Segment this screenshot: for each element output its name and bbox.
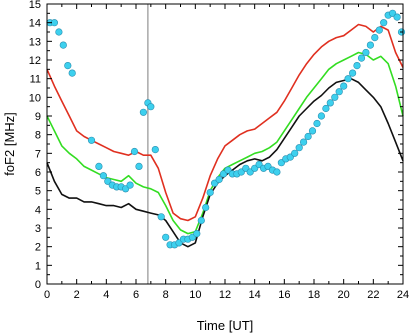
scatter-point	[215, 175, 223, 184]
y-tick-label: 5	[35, 186, 41, 198]
scatter-point	[362, 48, 370, 57]
scatter-point	[344, 75, 352, 83]
scatter-point	[304, 132, 312, 141]
y-tick-label: 12	[29, 55, 41, 67]
y-tick-label: 11	[30, 74, 41, 86]
scatter-point	[375, 26, 383, 34]
scatter-point	[206, 188, 214, 197]
scatter-point	[59, 41, 67, 49]
x-tick-label: 0	[44, 289, 50, 301]
scatter-point	[151, 146, 159, 154]
x-tick-label: 18	[308, 289, 320, 301]
y-tick-label: 8	[35, 130, 41, 142]
scatter-point	[295, 144, 303, 152]
y-tick-label: 2	[35, 242, 41, 254]
scatter-point	[357, 54, 366, 62]
x-tick-label: 10	[189, 289, 201, 301]
scatter-point	[273, 168, 281, 176]
plot-layer	[46, 4, 406, 284]
scatter-point	[326, 99, 334, 107]
scatter-point	[139, 108, 147, 116]
scatter-point	[322, 104, 330, 113]
x-tick-label: 16	[278, 289, 290, 301]
scatter-point	[366, 41, 375, 49]
y-tick-label: 7	[35, 148, 41, 160]
x-tick-label: 20	[338, 289, 350, 301]
scatter-point	[371, 33, 379, 42]
x-tick-label: 22	[367, 289, 379, 301]
scatter-point	[291, 149, 299, 157]
x-axis-title: Time [UT]	[197, 318, 254, 333]
y-tick-label: 10	[29, 92, 41, 104]
scatter-point	[55, 28, 63, 36]
scatter-point	[313, 119, 321, 128]
y-tick-label: 0	[35, 279, 41, 291]
x-tick-label: 4	[103, 289, 109, 301]
scatter-point	[130, 147, 139, 156]
scatter-point	[335, 88, 343, 96]
scatter-point	[68, 69, 76, 77]
y-tick-label: 1	[35, 260, 41, 272]
y-tick-label: 4	[35, 204, 41, 216]
scatter-point	[340, 82, 348, 90]
scatter-point	[380, 19, 388, 27]
scatter-point	[300, 138, 308, 146]
y-tick-label: 6	[35, 167, 41, 179]
scatter-point	[87, 136, 96, 144]
scatter-point	[99, 172, 107, 180]
x-tick-label: 24	[397, 289, 409, 301]
x-tick-label: 6	[133, 289, 139, 301]
series-line-0	[46, 23, 404, 222]
scatter-point	[308, 127, 317, 135]
scatter-point	[157, 213, 165, 221]
scatter-point	[349, 69, 357, 77]
y-tick-label: 9	[35, 111, 41, 123]
x-tick-label: 8	[163, 289, 169, 301]
series-line-2	[46, 77, 404, 248]
y-tick-label: 15	[29, 0, 41, 11]
scatter-point	[353, 61, 361, 70]
y-axis-title: foF2 [MHz]	[2, 112, 17, 176]
scatter-point	[95, 162, 103, 170]
scatter-point	[202, 203, 210, 212]
y-tick-label: 3	[35, 223, 41, 235]
x-tick-label: 14	[249, 289, 261, 301]
scatter-point	[317, 112, 326, 120]
x-tick-label: 12	[219, 289, 231, 301]
y-tick-label: 14	[29, 18, 41, 30]
plot-frame	[46, 3, 404, 285]
scatter-point	[64, 61, 72, 70]
scatter-point	[147, 103, 155, 111]
scatter-point	[162, 233, 170, 241]
scatter-point	[193, 230, 201, 238]
y-tick-label: 13	[29, 36, 41, 48]
scatter-point	[135, 162, 143, 170]
scatter-point	[393, 13, 401, 21]
x-tick-label: 2	[74, 289, 80, 301]
scatter-point	[126, 181, 134, 189]
tick-labels-layer: 0 2 4 6 8 10 12 14 16 18 20 22 240123456789101112131…	[29, 0, 409, 301]
scatter-point	[50, 19, 59, 27]
scatter-point	[197, 216, 205, 225]
scatter-point	[331, 93, 339, 101]
